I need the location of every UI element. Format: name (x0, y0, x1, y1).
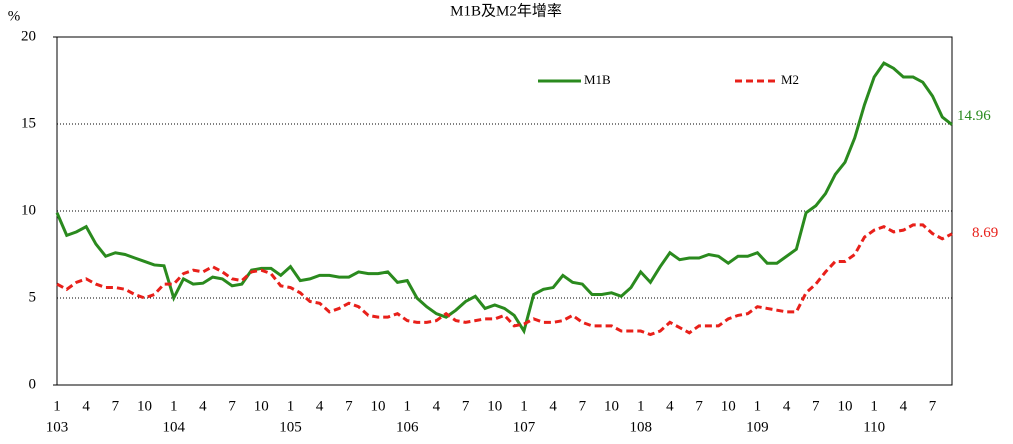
x-tick-label: 7 (462, 398, 470, 414)
x-tick-label: 7 (812, 398, 820, 414)
x-tick-label: 7 (228, 398, 236, 414)
x-tick-label: 1 (287, 398, 295, 414)
x-tick-label: 7 (579, 398, 587, 414)
y-tick-label: 0 (29, 376, 37, 392)
series-line (56, 223, 953, 337)
legend-label: M2 (781, 72, 799, 87)
x-tick-label: 4 (549, 398, 557, 414)
x-tick-label: 10 (487, 398, 502, 414)
x-tick-label: 4 (433, 398, 441, 414)
x-tick-label: 4 (783, 398, 791, 414)
x-group-label: 103 (46, 419, 69, 435)
y-tick-label: 20 (21, 28, 36, 44)
x-group-label: 109 (746, 419, 769, 435)
x-tick-label: 10 (254, 398, 269, 414)
y-tick-label: 5 (29, 289, 37, 305)
x-tick-label: 4 (666, 398, 674, 414)
chart-title: M1B及M2年增率 (450, 2, 562, 19)
x-tick-label: 7 (345, 398, 353, 414)
end-value-label: 8.69 (972, 225, 998, 241)
end-value-label: 14.96 (957, 108, 991, 124)
x-tick-label: 10 (371, 398, 386, 414)
x-group-label: 110 (863, 419, 885, 435)
legend-label: M1B (584, 72, 611, 87)
x-group-label: 105 (279, 419, 302, 435)
series-line (55, 61, 953, 335)
x-tick-label: 1 (53, 398, 61, 414)
x-tick-label: 1 (403, 398, 411, 414)
x-tick-label: 1 (170, 398, 178, 414)
x-tick-label: 1 (754, 398, 762, 414)
x-tick-label: 7 (929, 398, 937, 414)
x-tick-label: 10 (137, 398, 152, 414)
y-unit: % (8, 8, 21, 24)
x-group-label: 104 (162, 419, 185, 435)
x-tick-label: 1 (520, 398, 528, 414)
y-tick-label: 10 (21, 202, 36, 218)
x-tick-label: 7 (695, 398, 703, 414)
x-group-label: 108 (629, 419, 652, 435)
x-tick-label: 10 (721, 398, 736, 414)
x-tick-label: 4 (900, 398, 908, 414)
x-tick-label: 4 (199, 398, 207, 414)
x-tick-label: 10 (604, 398, 619, 414)
x-tick-label: 7 (112, 398, 120, 414)
x-tick-label: 10 (837, 398, 852, 414)
x-tick-label: 1 (870, 398, 878, 414)
y-tick-label: 15 (21, 115, 36, 131)
x-tick-label: 1 (637, 398, 645, 414)
x-group-label: 106 (396, 419, 419, 435)
x-tick-label: 4 (82, 398, 90, 414)
x-group-label: 107 (513, 419, 536, 435)
x-tick-label: 4 (316, 398, 324, 414)
